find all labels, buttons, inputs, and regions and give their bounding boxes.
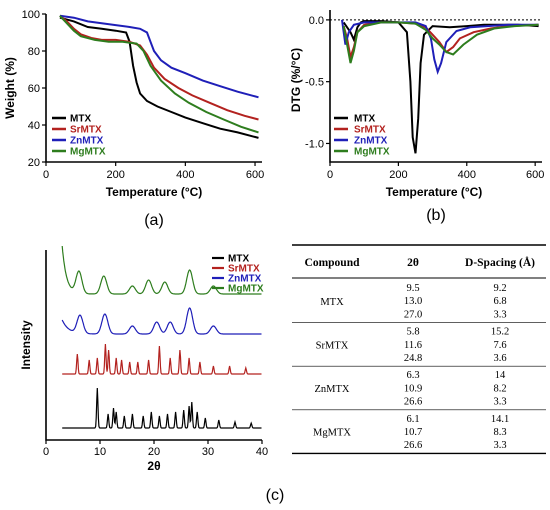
- chart-c-series-znmtx: [61, 307, 262, 335]
- chart-b-series-mgmtx: [342, 21, 539, 64]
- chart-b-xtick-label: 0: [327, 169, 333, 181]
- chart-a-ytick-label: 100: [22, 9, 40, 21]
- table-cell-2theta: 26.6: [404, 440, 422, 451]
- table-cell-dspacing: 15.2: [491, 327, 509, 338]
- chart-a-legend-label: ZnMTX: [70, 136, 104, 147]
- chart-b: 0 200 400 600 0.0 -0.5 -1.0 Temperature (°C) DTG…: [289, 10, 544, 224]
- chart-b-legend-label: SrMTX: [354, 125, 386, 136]
- chart-c-series-mtx: [62, 387, 262, 429]
- chart-b-xtick-label: 600: [526, 169, 544, 181]
- chart-c-xtick-label: 30: [202, 446, 214, 458]
- panel-label-a: (a): [144, 212, 164, 229]
- chart-a-xtick-label: 200: [106, 169, 124, 181]
- chart-c-legend-label: MTX: [228, 254, 249, 265]
- chart-a-xtick-label: 600: [246, 169, 264, 181]
- chart-b-ytick-label: -0.5: [305, 77, 324, 89]
- table-cell-dspacing: 8.3: [493, 427, 506, 438]
- chart-a-xtick-label: 400: [176, 169, 194, 181]
- chart-b-legend-label: MTX: [354, 114, 375, 125]
- chart-a-series-mgmtx: [59, 15, 259, 134]
- chart-b-xtick-label: 200: [389, 169, 407, 181]
- chart-c-legend-label: MgMTX: [228, 284, 264, 295]
- chart-b-legend-label: MgMTX: [354, 147, 390, 158]
- chart-c-series-mgmtx: [61, 245, 262, 295]
- dspacing-table: Compound 2θ D-Spacing (Å) MTX 9.5 9.2 13.0 6.8 2…: [292, 244, 546, 455]
- chart-a-series-srmtx: [59, 15, 259, 121]
- chart-b-ylabel: DTG (%/°C): [289, 48, 303, 112]
- table-cell-dspacing: 8.2: [493, 383, 506, 394]
- table-cell-dspacing: 3.3: [493, 440, 506, 451]
- chart-b-series-mtx: [342, 20, 539, 154]
- table-cell-2theta: 9.5: [406, 283, 419, 294]
- chart-b-legend-label: ZnMTX: [354, 136, 388, 147]
- table-cell-dspacing: 3.3: [493, 309, 506, 320]
- table-header-cell: 2θ: [407, 257, 419, 269]
- chart-c-ylabel: Intensity: [19, 320, 33, 370]
- panel-label-b: (b): [426, 207, 446, 224]
- chart-c-legend-label: SrMTX: [228, 264, 260, 275]
- chart-a-ytick-label: 40: [28, 120, 40, 132]
- table-cell-2theta: 24.8: [404, 353, 422, 364]
- table-cell-dspacing: 3.6: [493, 353, 506, 364]
- table-compound-srmtx: SrMTX: [316, 340, 349, 351]
- chart-a-legend-label: SrMTX: [70, 125, 102, 136]
- chart-a-ytick-label: 80: [28, 46, 40, 58]
- chart-c-xtick-label: 40: [256, 446, 268, 458]
- chart-c-xlabel: 2θ: [147, 459, 160, 473]
- table-cell-2theta: 26.6: [404, 397, 422, 408]
- table-cell-2theta: 5.8: [406, 327, 419, 338]
- table-cell-2theta: 6.3: [406, 370, 419, 381]
- chart-a-ytick-label: 60: [28, 83, 40, 95]
- chart-a-legend-label: MgMTX: [70, 147, 106, 158]
- table-cell-dspacing: 3.3: [493, 397, 506, 408]
- table-cell-2theta: 27.0: [404, 309, 422, 320]
- table-cell-2theta: 13.0: [404, 296, 422, 307]
- chart-a-xtick-label: 0: [43, 169, 49, 181]
- chart-b-xlabel: Temperature (°C): [386, 185, 483, 199]
- panel-label-c: (c): [266, 487, 285, 504]
- chart-b-xtick-label: 400: [458, 169, 476, 181]
- table-header-cell: D-Spacing (Å): [465, 255, 535, 269]
- table-cell-2theta: 11.6: [404, 340, 422, 351]
- chart-a-legend-label: MTX: [70, 114, 91, 125]
- table-cell-dspacing: 6.8: [493, 296, 506, 307]
- chart-b-ytick-label: 0.0: [309, 15, 324, 27]
- table-cell-2theta: 10.7: [404, 427, 422, 438]
- table-cell-dspacing: 14.1: [491, 414, 509, 425]
- chart-c-legend-label: ZnMTX: [228, 274, 262, 285]
- table-compound-znmtx: ZnMTX: [315, 384, 350, 395]
- chart-a-series-mtx: [59, 16, 259, 139]
- table-compound-mgmtx: MgMTX: [313, 428, 351, 439]
- table-cell-dspacing: 7.6: [493, 340, 506, 351]
- chart-a-ytick-label: 20: [28, 157, 40, 169]
- chart-b-ytick-label: -1.0: [305, 138, 324, 150]
- table-compound-mtx: MTX: [320, 297, 344, 308]
- table-cell-dspacing: 14: [495, 370, 506, 381]
- chart-c-series-srmtx: [62, 343, 262, 375]
- chart-c-xtick-label: 20: [148, 446, 160, 458]
- table-header-cell: Compound: [305, 257, 361, 269]
- table-cell-2theta: 10.9: [404, 383, 422, 394]
- chart-a-series-znmtx: [59, 14, 259, 99]
- chart-a: 0 200 400 600 20 40 60 80 100 Temperature (°C) Wei…: [3, 9, 264, 229]
- chart-a-xlabel: Temperature (°C): [106, 185, 203, 199]
- chart-c-xtick-label: 10: [94, 446, 106, 458]
- table-cell-dspacing: 9.2: [493, 283, 506, 294]
- chart-a-ylabel: Weight (%): [3, 57, 17, 119]
- chart-c-xtick-label: 0: [43, 446, 49, 458]
- table-cell-2theta: 6.1: [406, 414, 419, 425]
